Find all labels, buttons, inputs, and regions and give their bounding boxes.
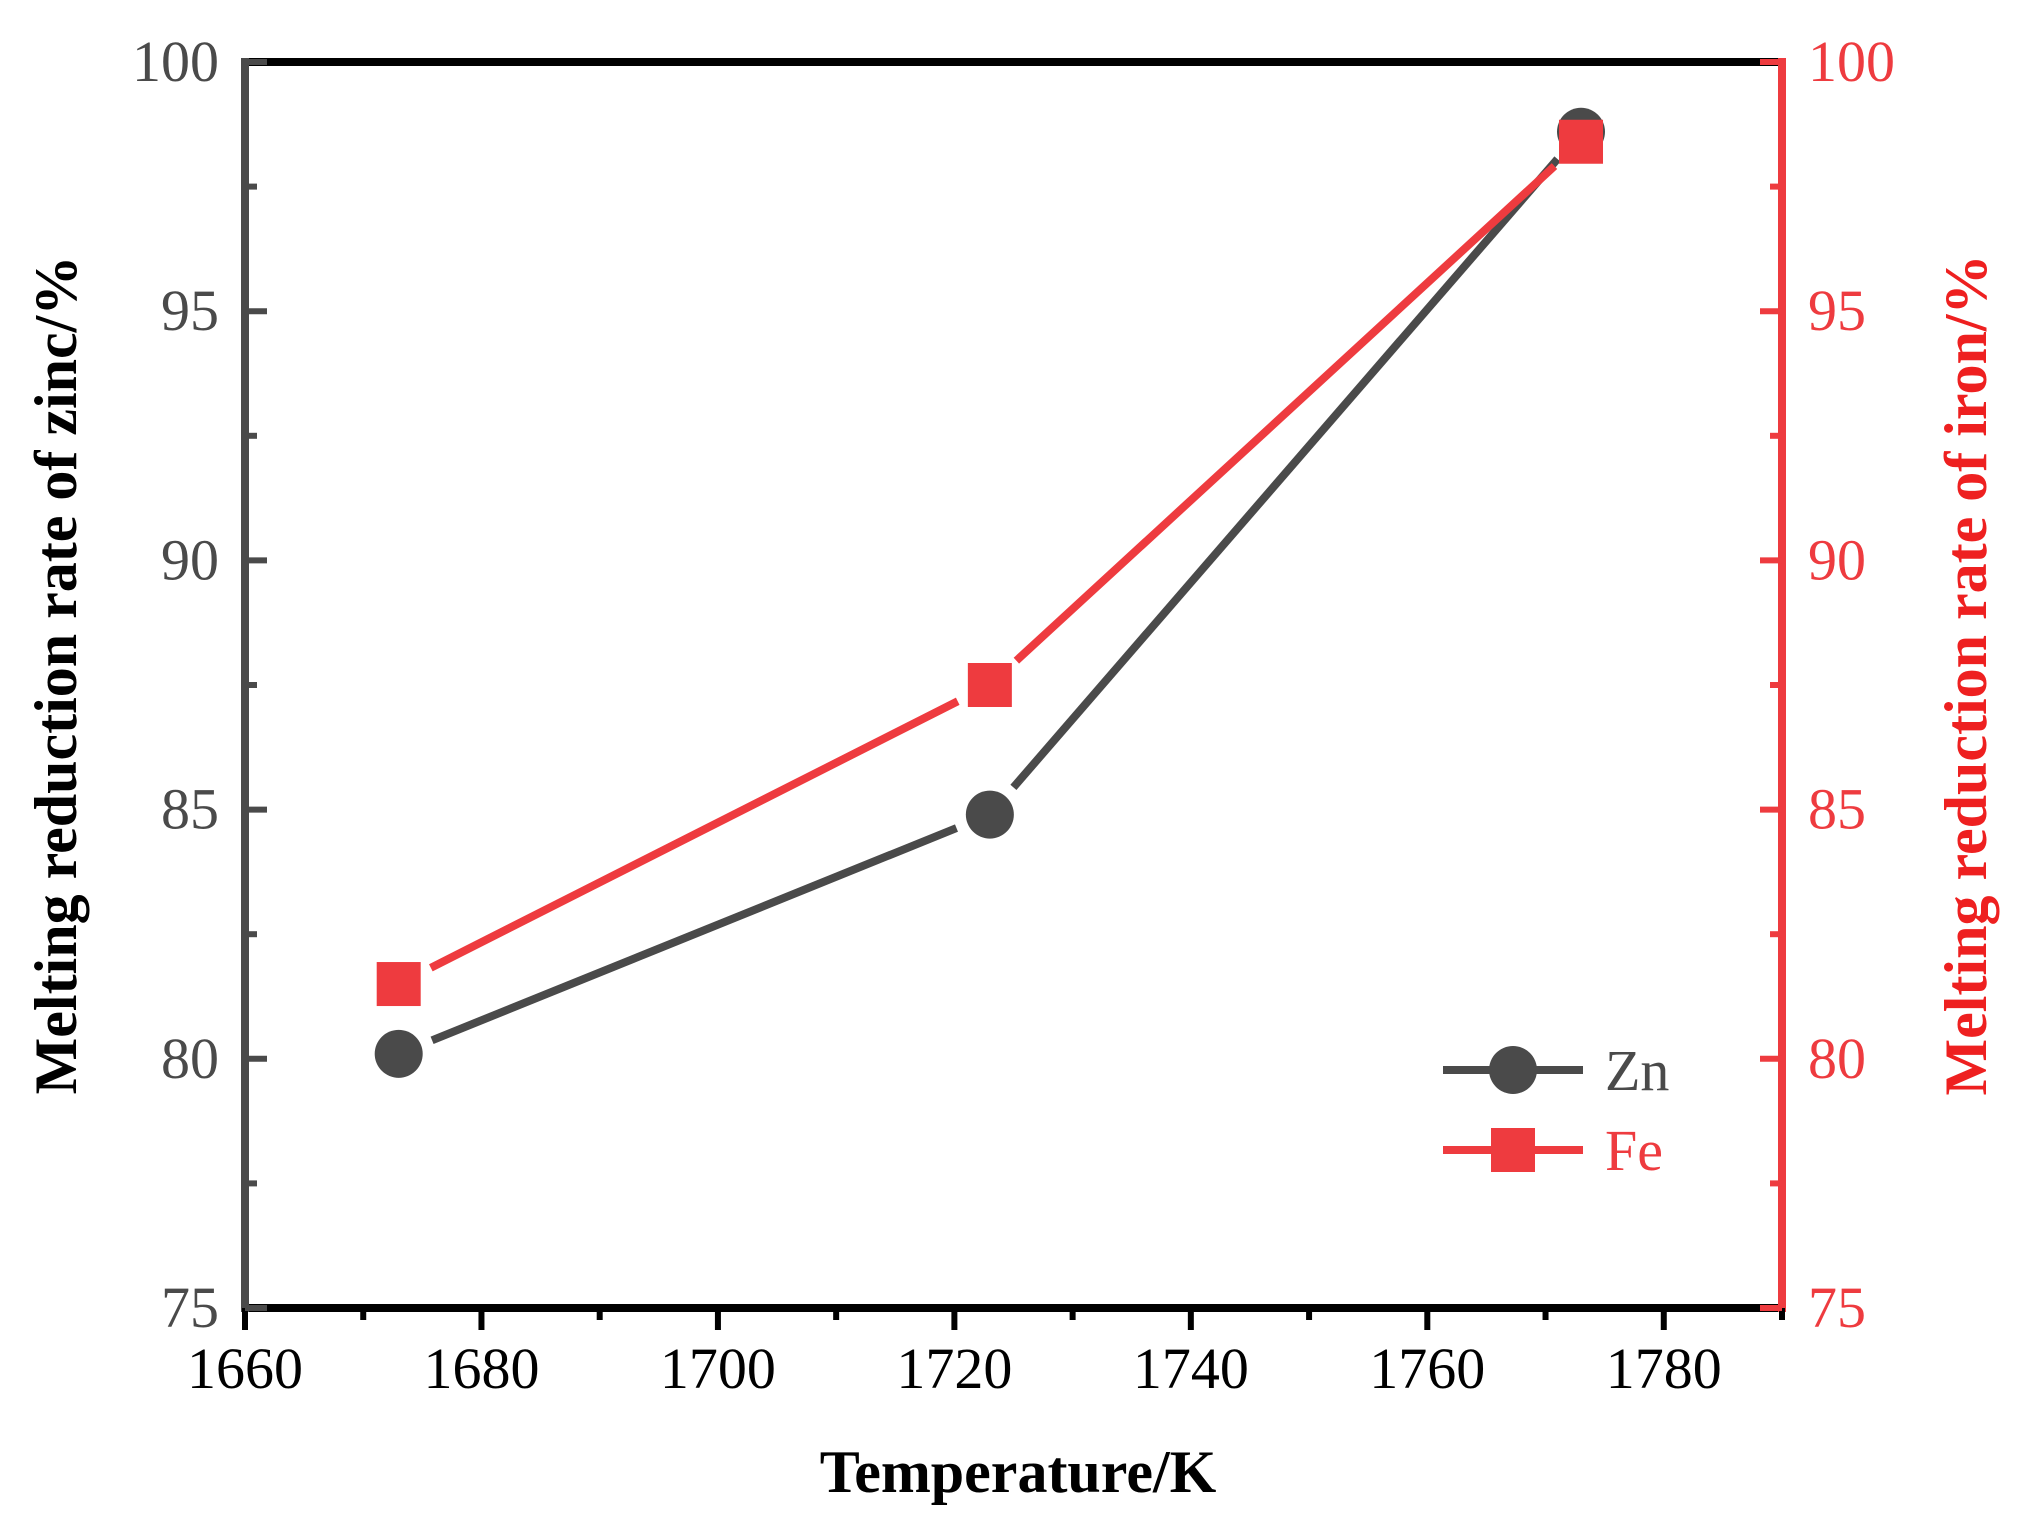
legend-marker bbox=[1491, 1128, 1535, 1172]
series-zn-point bbox=[965, 790, 1014, 839]
series-fe-point bbox=[1559, 119, 1604, 164]
legend-label: Fe bbox=[1605, 1118, 1663, 1183]
y-left-tick-label: 85 bbox=[161, 777, 219, 842]
y-axis-right-title: Melting reduction rate of iron/% bbox=[1933, 255, 1999, 1096]
series-layer bbox=[374, 107, 1606, 1078]
plot-frame bbox=[241, 58, 1786, 1312]
x-axis-title: Temperature/K bbox=[820, 1439, 1217, 1505]
y-left-tick-label: 80 bbox=[161, 1026, 219, 1091]
legend-item-zn: Zn bbox=[1443, 1038, 1669, 1103]
legend-item-fe: Fe bbox=[1443, 1118, 1663, 1183]
series-zn-point bbox=[374, 1029, 423, 1078]
series-zn bbox=[374, 107, 1606, 1078]
series-zn-segment bbox=[430, 824, 958, 1045]
y-right-tick-label: 85 bbox=[1808, 777, 1866, 842]
y-left-tick-label: 75 bbox=[161, 1275, 219, 1340]
series-fe-segment bbox=[429, 697, 960, 972]
y-right-tick-label: 95 bbox=[1808, 278, 1866, 343]
y-left-tick-label: 90 bbox=[161, 527, 219, 592]
x-tick-label: 1780 bbox=[1606, 1336, 1722, 1401]
legend-marker bbox=[1489, 1046, 1537, 1094]
x-tick-label: 1700 bbox=[660, 1336, 776, 1401]
y-axis-left-title: Melting reduction rate of zinc/% bbox=[23, 256, 89, 1095]
y-axis-left: 75 80 85 90 95 100 bbox=[132, 29, 267, 1340]
legend-label: Zn bbox=[1605, 1038, 1669, 1103]
series-fe-point bbox=[967, 663, 1012, 707]
y-right-tick-label: 100 bbox=[1808, 29, 1895, 94]
y-left-tick-label: 100 bbox=[132, 29, 219, 94]
legend: Zn Fe bbox=[1443, 1038, 1669, 1183]
x-axis: 1660 1680 1700 1720 1740 1760 1780 bbox=[187, 1308, 1785, 1401]
series-zn-segment bbox=[1010, 156, 1561, 790]
series-fe-segment bbox=[1013, 163, 1558, 664]
y-right-tick-label: 90 bbox=[1808, 527, 1866, 592]
y-right-tick-label: 80 bbox=[1808, 1026, 1866, 1091]
x-tick-label: 1660 bbox=[187, 1336, 303, 1401]
x-tick-label: 1720 bbox=[896, 1336, 1012, 1401]
x-tick-label: 1680 bbox=[423, 1336, 539, 1401]
y-axis-right: 75 80 85 90 95 100 bbox=[1760, 29, 1895, 1340]
x-tick-label: 1740 bbox=[1133, 1336, 1249, 1401]
series-fe-point bbox=[376, 962, 421, 1007]
y-left-tick-label: 95 bbox=[161, 278, 219, 343]
y-right-tick-label: 75 bbox=[1808, 1275, 1866, 1340]
series-fe bbox=[376, 119, 1604, 1007]
x-tick-label: 1760 bbox=[1369, 1336, 1485, 1401]
